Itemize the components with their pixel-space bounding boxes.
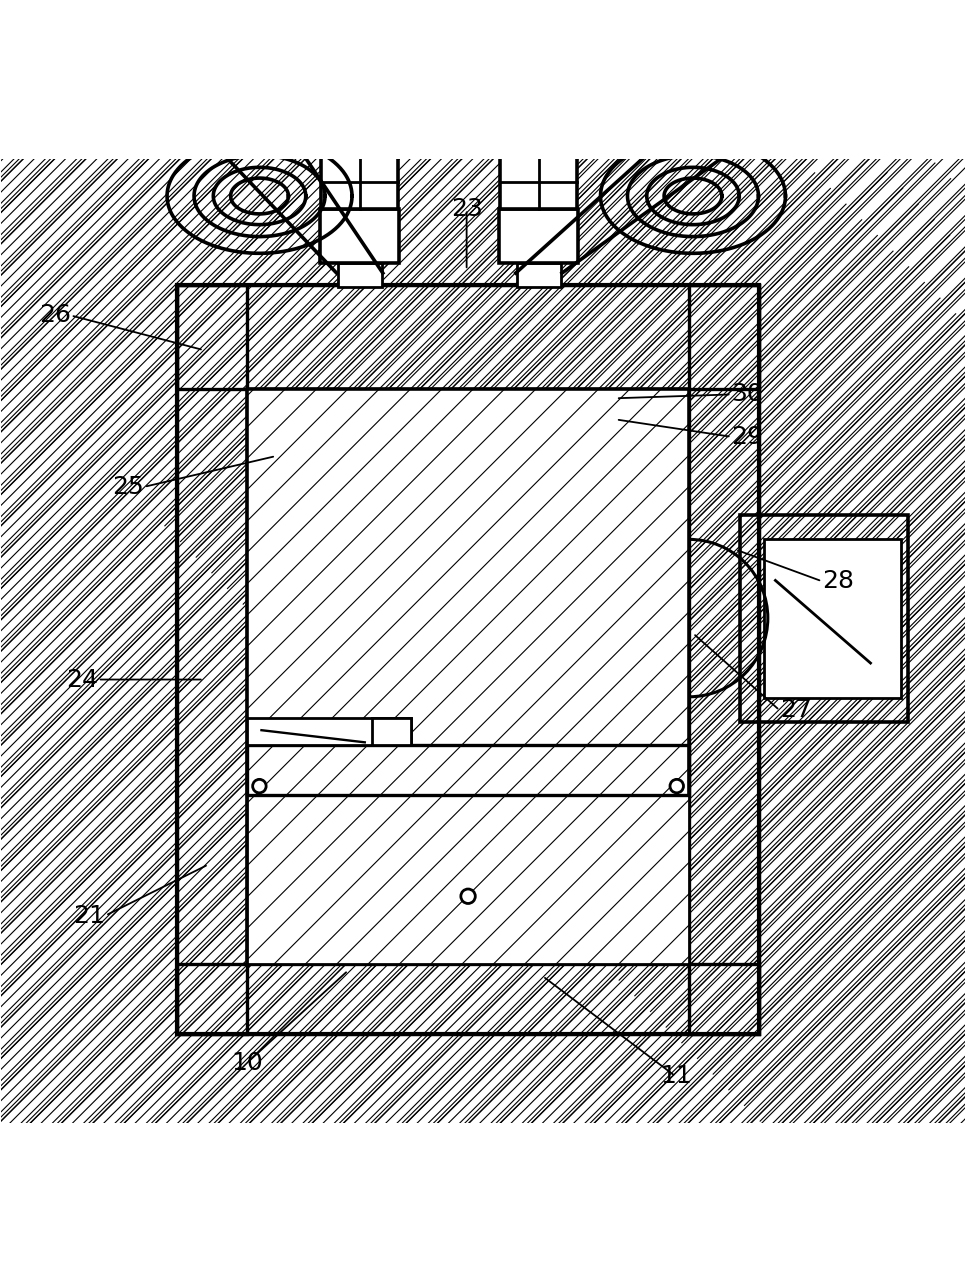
Bar	[337, 263, 382, 287]
Bar	[177, 964, 759, 1035]
Text: 26: 26	[39, 304, 71, 327]
Bar	[177, 964, 759, 1035]
Circle shape	[461, 888, 475, 904]
Bar	[247, 718, 411, 745]
Text: 25: 25	[112, 474, 144, 499]
Bar	[320, 209, 399, 263]
Circle shape	[670, 779, 684, 792]
Text: 21: 21	[73, 904, 105, 927]
Bar	[177, 285, 247, 1035]
Bar	[499, 209, 579, 263]
Text: 27: 27	[780, 699, 811, 722]
Bar	[247, 388, 689, 964]
Bar	[247, 745, 689, 795]
Bar	[177, 285, 759, 388]
Bar	[740, 515, 908, 722]
Bar	[509, 126, 569, 147]
Bar	[689, 285, 759, 1035]
Bar	[372, 718, 411, 745]
Text: 11: 11	[660, 1064, 692, 1088]
Text: 24: 24	[66, 668, 98, 691]
Text: 29: 29	[731, 424, 763, 449]
Bar	[517, 263, 561, 287]
Bar	[689, 285, 759, 1035]
Bar	[177, 285, 759, 1035]
Bar	[740, 515, 908, 722]
Text: 23: 23	[451, 197, 483, 222]
Text: 30: 30	[731, 382, 763, 406]
Circle shape	[253, 779, 266, 792]
Bar	[329, 126, 389, 147]
Bar	[500, 147, 578, 209]
Text: 10: 10	[231, 1051, 263, 1074]
Bar	[321, 147, 398, 209]
Text: 28: 28	[822, 569, 854, 594]
Bar	[247, 745, 689, 795]
Bar	[177, 285, 759, 388]
Bar	[247, 795, 689, 964]
Bar	[764, 540, 900, 697]
Bar	[177, 285, 247, 1035]
